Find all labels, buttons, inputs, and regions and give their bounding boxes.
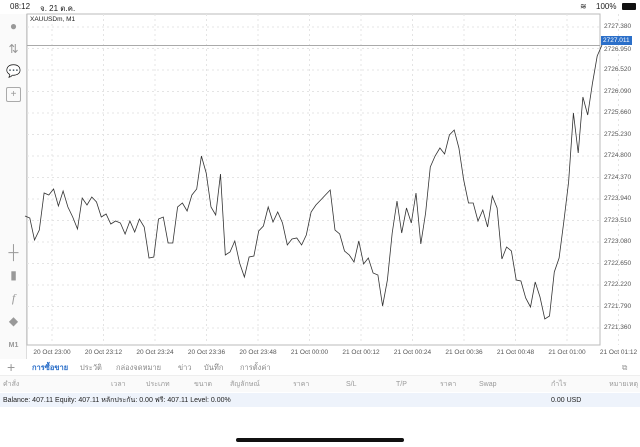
x-tick-label: 21 Oct 00:48: [496, 349, 535, 356]
col-symbol: สัญลักษณ์: [230, 381, 260, 388]
x-tick-label: 20 Oct 23:36: [187, 349, 226, 356]
tab-mailbox[interactable]: กล่องจดหมาย: [116, 363, 162, 372]
status-battery: 100%: [596, 2, 617, 11]
chart-toolbar: ● ⇅ 💬 + ┼ ▮ f ◆ M1: [0, 14, 27, 359]
y-tick-label: 2724.800: [604, 152, 632, 159]
col-tp: T/P: [396, 381, 407, 388]
x-tick-label: 20 Oct 23:00: [33, 349, 71, 356]
y-tick-label: 2726.950: [604, 46, 632, 54]
x-tick-label: 21 Oct 01:00: [548, 349, 586, 356]
trade-table-header: คำสั่ง เวลา ประเภท ขนาด สัญลักษณ์ ราคา S…: [0, 376, 640, 392]
x-tick-label: 20 Oct 23:12: [84, 349, 123, 356]
y-tick-label: 2723.940: [604, 195, 632, 202]
price-chart[interactable]: [0, 0, 640, 360]
x-tick-label: 21 Oct 00:36: [445, 349, 483, 356]
terminal-tabs: + การซื้อขาย ประวัติ กล่องจดหมาย ข่าว บั…: [0, 360, 640, 376]
indicators-icon[interactable]: f: [11, 291, 16, 305]
trade-arrows-icon[interactable]: ⇅: [8, 42, 19, 56]
chart-symbol: XAUUSDm, M1: [30, 16, 76, 23]
crosshair-icon[interactable]: ┼: [8, 244, 19, 260]
wifi-icon: ≋: [580, 2, 587, 11]
tab-settings[interactable]: การตั้งค่า: [240, 363, 271, 372]
chart-type-icon[interactable]: ▮: [10, 268, 17, 282]
col-profit: กำไร: [551, 381, 567, 388]
add-icon[interactable]: +: [7, 359, 16, 375]
col-comment: หมายเหตุ: [609, 381, 638, 388]
battery-icon: [622, 3, 636, 10]
y-tick-label: 2724.370: [604, 173, 632, 181]
y-tick-label: 2726.090: [604, 87, 632, 95]
x-tick-label: 21 Oct 01:12: [599, 349, 638, 356]
y-tick-label: 2725.230: [604, 130, 632, 138]
col-price: ราคา: [293, 381, 310, 388]
x-tick-label: 21 Oct 00:24: [393, 349, 432, 356]
col-current-price: ราคา: [440, 381, 457, 388]
account-icon[interactable]: ●: [9, 19, 18, 33]
status-date: จ. 21 ต.ค.: [40, 4, 76, 13]
home-indicator: [236, 438, 404, 442]
y-tick-label: 2722.650: [604, 259, 632, 267]
chat-icon[interactable]: 💬: [6, 64, 21, 78]
y-tick-label: 2725.660: [604, 109, 632, 116]
col-sl: S/L: [346, 381, 357, 388]
total-profit: 0.00 USD: [551, 397, 582, 404]
current-price-label: 2727.011: [601, 36, 632, 45]
col-size: ขนาด: [194, 381, 213, 388]
objects-icon[interactable]: ◆: [8, 314, 19, 328]
y-tick-label: 2722.220: [604, 281, 632, 288]
x-tick-label: 21 Oct 00:12: [342, 349, 380, 356]
x-tick-label: 20 Oct 23:24: [136, 349, 174, 356]
y-tick-label: 2727.380: [604, 23, 632, 30]
col-type: ประเภท: [146, 381, 170, 388]
layout-icon[interactable]: ⧉: [622, 363, 628, 372]
x-tick-label: 21 Oct 00:00: [290, 349, 329, 356]
tab-journal[interactable]: บันทึก: [204, 363, 224, 372]
y-tick-label: 2723.510: [604, 216, 632, 224]
balance-row: Balance: 407.11 Equity: 407.11 หลักประกั…: [0, 393, 640, 407]
y-tick-label: 2721.360: [604, 324, 632, 331]
y-tick-label: 2721.790: [604, 302, 632, 310]
price-line-series: [24, 44, 603, 320]
plot-area: [26, 13, 601, 346]
col-order: คำสั่ง: [3, 381, 20, 388]
timeframe-button[interactable]: M1: [8, 342, 19, 349]
balance-summary: Balance: 407.11 Equity: 407.11 หลักประกั…: [3, 397, 231, 404]
col-swap: Swap: [479, 381, 497, 388]
y-tick-label: 2723.080: [604, 238, 632, 245]
x-tick-label: 20 Oct 23:48: [239, 349, 277, 356]
new-order-icon[interactable]: +: [6, 87, 21, 102]
tab-news[interactable]: ข่าว: [178, 363, 192, 372]
tab-trade[interactable]: การซื้อขาย: [32, 363, 69, 372]
status-time: 08:12: [10, 2, 31, 11]
y-tick-label: 2726.520: [604, 66, 632, 73]
col-time: เวลา: [111, 381, 126, 388]
tab-history[interactable]: ประวัติ: [80, 363, 102, 372]
